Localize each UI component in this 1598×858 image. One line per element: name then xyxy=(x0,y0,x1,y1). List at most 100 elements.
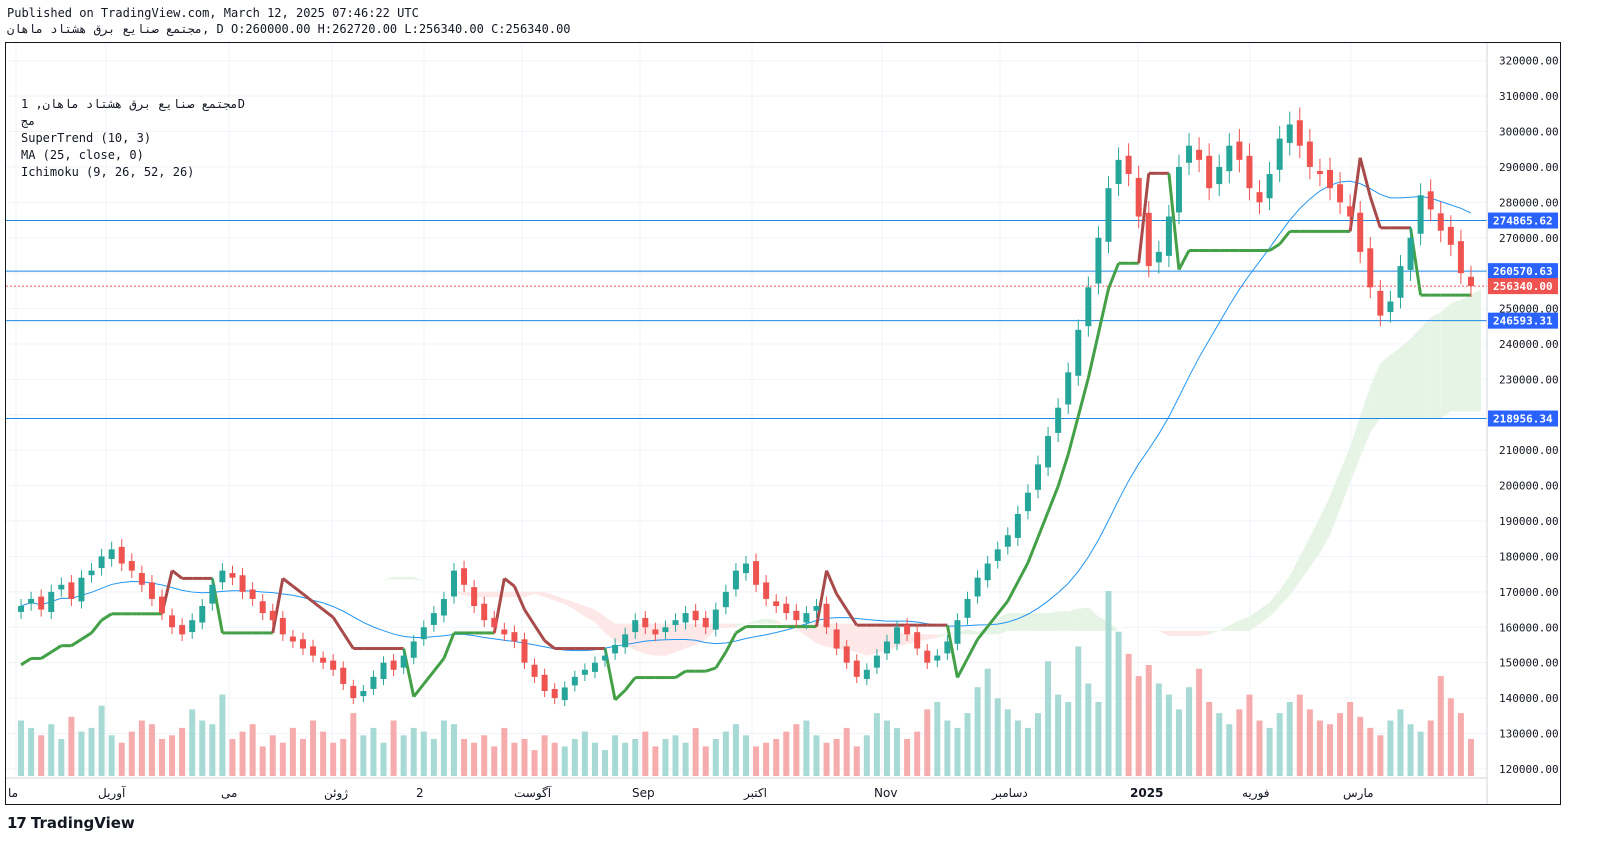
cloud-segment xyxy=(1460,294,1471,412)
chart-frame[interactable]: 120000.00 130000.00 140000.00 150000.00 1600… xyxy=(5,42,1561,805)
candle-body xyxy=(1115,159,1122,185)
cloud-segment xyxy=(1370,363,1381,433)
cloud-segment xyxy=(1279,575,1290,607)
candle-body xyxy=(1347,206,1354,217)
candle-body xyxy=(1206,155,1213,189)
volume-bar xyxy=(1447,698,1454,776)
volume-bar xyxy=(1337,713,1344,776)
candle-body xyxy=(320,657,327,663)
cloud-segment xyxy=(725,623,736,628)
volume-bar xyxy=(400,735,407,776)
volume-bar xyxy=(974,687,981,776)
cloud-segment xyxy=(353,583,364,591)
volume-bar xyxy=(672,735,679,776)
candle-body xyxy=(1266,174,1273,199)
legend-ichimoku[interactable]: Ichimoku (9, 26, 52, 26) xyxy=(21,165,195,179)
volume-bar xyxy=(1427,720,1434,776)
supertrend-segment xyxy=(1177,249,1191,271)
legend-supertrend[interactable]: SuperTrend (10, 3) xyxy=(21,131,152,145)
volume-bar xyxy=(1035,713,1041,776)
y-tick-label: 230000.00 xyxy=(1499,373,1559,386)
candle-body xyxy=(1175,166,1182,213)
cloud-segment xyxy=(1289,556,1300,596)
supertrend-segment xyxy=(70,638,83,647)
volume-bar xyxy=(702,746,709,776)
cloud-segment xyxy=(866,623,877,656)
candle-body xyxy=(148,582,155,599)
candle-body xyxy=(763,582,770,599)
volume-bar xyxy=(843,727,850,776)
volume-bar xyxy=(1024,727,1031,776)
candle-body xyxy=(612,644,619,654)
volume-bar xyxy=(1004,709,1011,776)
tradingview-logo-icon: 17 xyxy=(7,814,27,832)
supertrend-segment xyxy=(986,612,999,628)
volume-bar xyxy=(420,731,427,776)
supertrend-segment xyxy=(1107,262,1120,290)
volume-bar xyxy=(169,735,176,776)
candle-body xyxy=(642,617,649,628)
volume-bar xyxy=(1186,687,1193,776)
cloud-segment xyxy=(987,618,998,635)
volume-bar xyxy=(1437,676,1444,776)
y-tick-label: 190000.00 xyxy=(1499,515,1559,528)
candle-body xyxy=(1014,513,1021,538)
candle-body xyxy=(179,625,186,635)
cloud-segment xyxy=(1168,630,1179,637)
supertrend-segment xyxy=(543,639,556,650)
volume-bar xyxy=(360,735,367,776)
cloud-segment xyxy=(1440,303,1451,419)
cloud-segment xyxy=(1410,328,1421,419)
supertrend-segment xyxy=(322,608,335,619)
candle-body xyxy=(380,662,387,679)
chart-canvas[interactable]: 120000.00 130000.00 140000.00 150000.00 1600… xyxy=(6,43,1560,804)
cloud-segment xyxy=(413,576,424,582)
legend-ma[interactable]: MA (25, close, 0) xyxy=(21,148,144,162)
candle-body xyxy=(1135,177,1142,217)
volume-bar xyxy=(833,739,840,776)
volume-bar xyxy=(1216,713,1223,776)
volume-bar xyxy=(914,731,921,776)
candle-body xyxy=(843,646,850,663)
cloud-segment xyxy=(423,581,434,589)
volume-bar xyxy=(1125,653,1132,776)
supertrend-segment xyxy=(1278,230,1291,246)
volume-bar xyxy=(803,720,810,776)
candle-body xyxy=(964,598,971,618)
volume-bar xyxy=(944,720,951,776)
tradingview-logo[interactable]: 17 TradingView xyxy=(7,814,135,832)
cloud-segment xyxy=(1199,630,1210,637)
horizontal-levels xyxy=(6,220,1487,420)
supertrend-segment xyxy=(724,632,738,653)
supertrend-segment xyxy=(302,592,314,603)
candle-body xyxy=(732,570,739,590)
volume-bar xyxy=(219,694,226,776)
volume-bar xyxy=(591,742,598,776)
volume-bar xyxy=(471,742,478,776)
volume-bars xyxy=(18,591,1474,776)
volume-bar xyxy=(813,735,820,776)
candle-body xyxy=(1417,195,1424,234)
legend-symbol[interactable]: مجتمع صنايع برق هشتاد ماهان, 1D xyxy=(21,97,245,111)
volume-bar xyxy=(511,742,518,776)
volume-bar xyxy=(1367,727,1374,776)
y-tick-label: 140000.00 xyxy=(1499,692,1559,705)
cloud-segment xyxy=(333,593,344,598)
candle-body xyxy=(1367,248,1374,288)
cloud-segment xyxy=(1390,347,1401,419)
candle-body xyxy=(118,546,125,564)
supertrend-segment xyxy=(956,657,969,679)
candle-body xyxy=(632,620,639,633)
volume-bar xyxy=(1055,694,1062,776)
supertrend-segment xyxy=(1368,196,1382,229)
volume-bar xyxy=(289,727,296,776)
y-tick-label: 270000.00 xyxy=(1499,232,1559,245)
time-axis: ما آوريل مى ژوئن 2 آگوست Sep اكتبر Nov دسامبر 2025… xyxy=(6,777,1487,801)
supertrend-segment xyxy=(90,619,103,634)
candle-body xyxy=(48,591,55,612)
cloud-segment xyxy=(433,588,444,592)
ichimoku-cloud xyxy=(282,289,1482,656)
volume-bar xyxy=(1266,727,1273,776)
cloud-segment xyxy=(393,576,404,580)
candle-body xyxy=(783,603,790,614)
